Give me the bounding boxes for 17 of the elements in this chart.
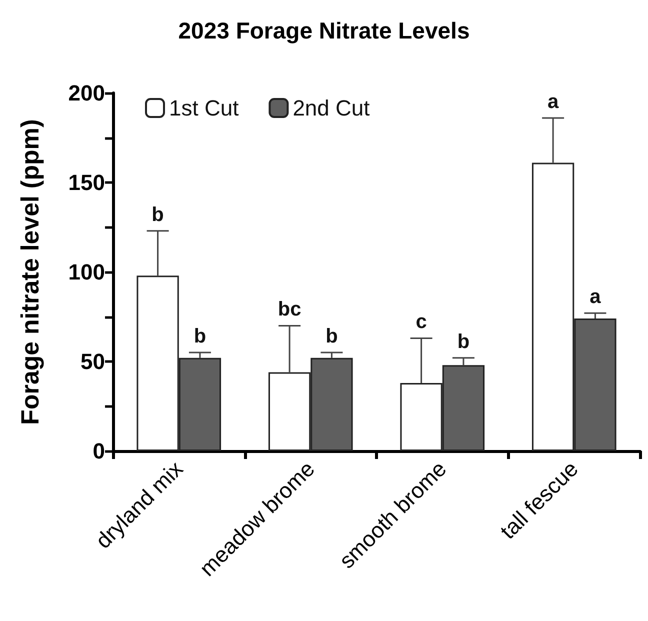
y-tick-label: 50 (80, 349, 105, 374)
y-tick-label: 0 (92, 438, 105, 464)
y-axis-title: Forage nitrate level (ppm) (16, 119, 44, 425)
data-label: c (416, 311, 427, 334)
y-tick-label: 100 (68, 260, 105, 284)
data-label: b (152, 204, 164, 226)
legend-label: 2nd Cut (292, 96, 370, 120)
data-label: b (194, 326, 206, 348)
data-label: a (590, 286, 602, 308)
data-label: b (457, 330, 470, 353)
legend-label: 1st Cut (169, 96, 239, 120)
data-label: a (547, 91, 560, 114)
chart-title: 2023 Forage Nitrate Levels (178, 18, 470, 44)
data-label: bc (278, 298, 302, 321)
y-tick-label: 150 (68, 170, 105, 195)
data-label: b (326, 326, 338, 348)
y-tick-label: 200 (68, 80, 105, 106)
